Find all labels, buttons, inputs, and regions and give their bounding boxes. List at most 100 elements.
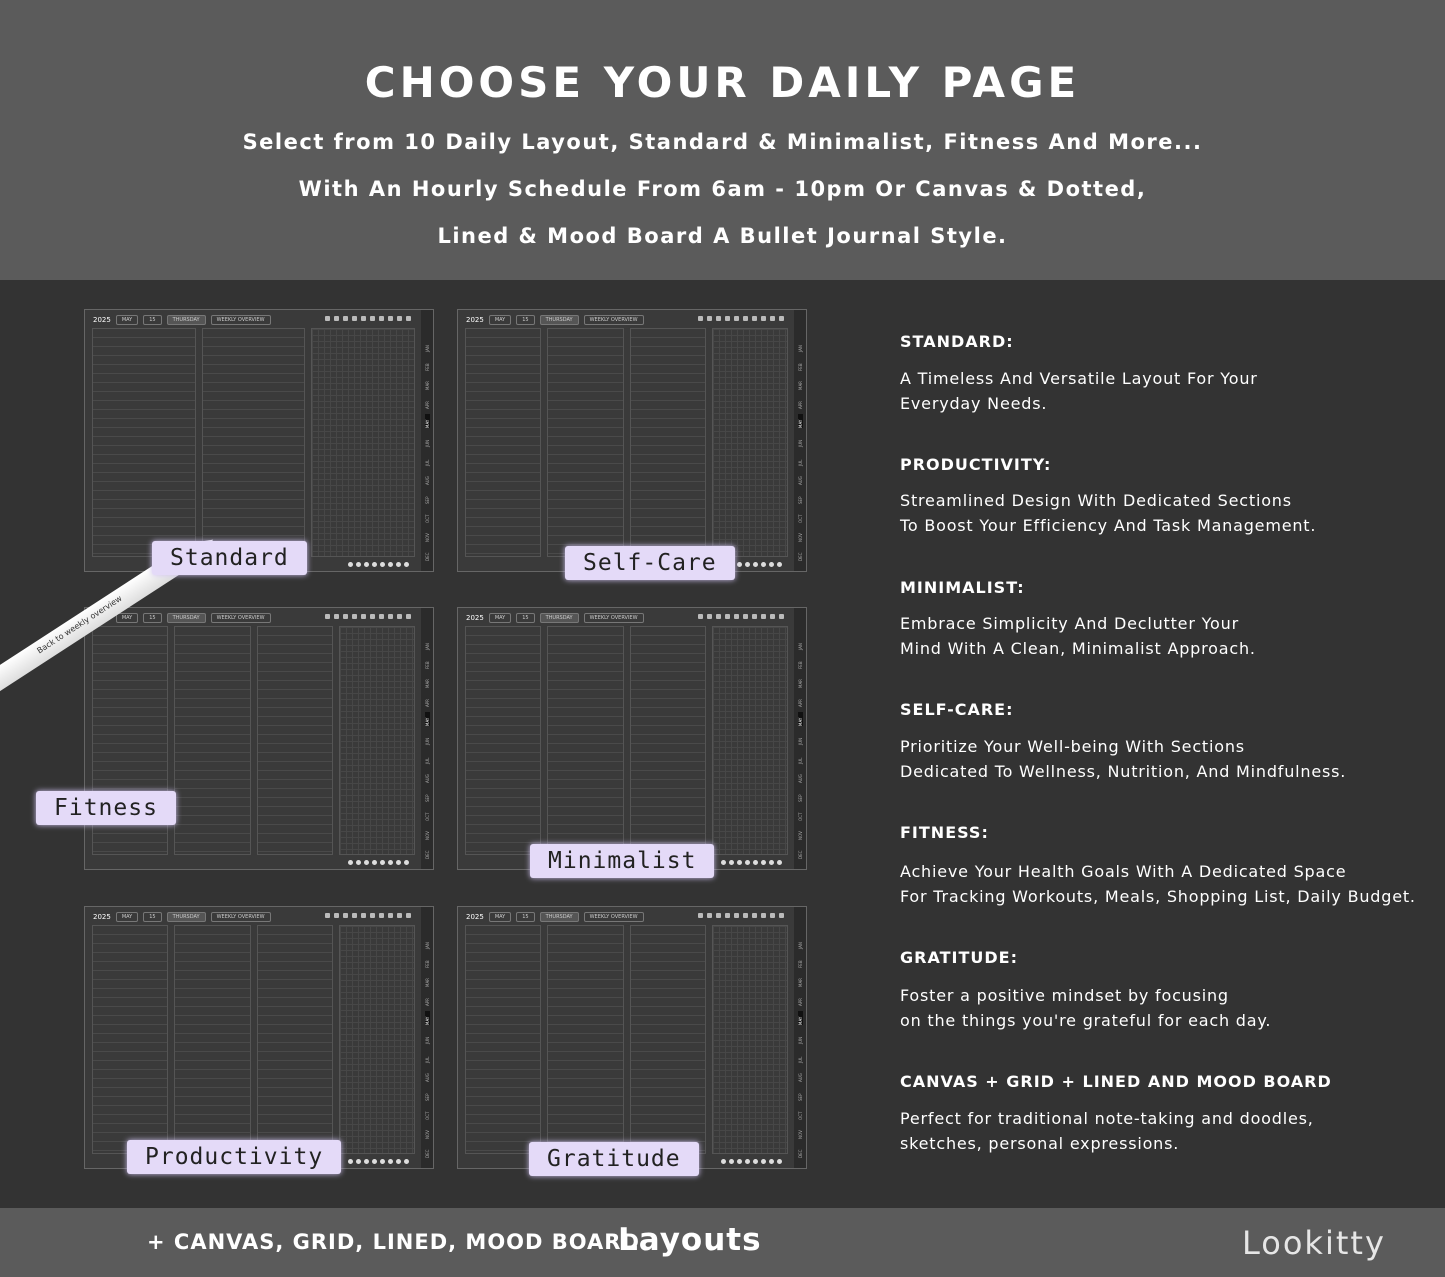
year: 2025	[466, 614, 484, 622]
month-tab: MAY	[797, 414, 803, 428]
month-tab: MAR	[797, 381, 803, 390]
layout-label: Gratitude	[529, 1142, 699, 1176]
page-dot	[769, 1159, 774, 1164]
preview-column	[711, 626, 788, 855]
month-tab: NOV	[797, 1130, 803, 1139]
section-title: STANDARD:	[900, 332, 1014, 351]
layout-preview-self-care: 2025 MAY 15 THURSDAY WEEKLY OVERVIEW JAN…	[457, 309, 807, 572]
page-dot	[737, 562, 742, 567]
month-tab: FEB	[424, 363, 430, 371]
preview-column	[256, 925, 333, 1154]
month-tab: DEC	[424, 1149, 430, 1158]
tracker-icon	[707, 913, 712, 918]
tracker-icons	[325, 913, 411, 918]
month-tab: DEC	[424, 552, 430, 561]
tracker-icon	[406, 316, 411, 321]
preview-body	[92, 925, 415, 1154]
tracker-icon	[716, 316, 721, 321]
preview-column	[465, 626, 542, 855]
tracker-icons	[325, 316, 411, 321]
tracker-icon	[725, 614, 730, 619]
subtitle-line-2: With An Hourly Schedule From 6am - 10pm …	[298, 177, 1147, 201]
page-dot	[753, 1159, 758, 1164]
month: MAY	[115, 613, 139, 623]
month-tab: SEP	[797, 496, 803, 504]
date: 15	[143, 315, 162, 325]
tracker-icon	[343, 913, 348, 918]
month-tab: JUN	[797, 737, 803, 745]
footer-extra-layouts: + CANVAS, GRID, LINED, MOOD BOARD	[147, 1230, 640, 1254]
page-dot	[364, 860, 369, 865]
section-desc: Perfect for traditional note-taking and …	[900, 1109, 1314, 1153]
page-dot	[737, 860, 742, 865]
layout-preview-minimalist: 2025 MAY 15 THURSDAY WEEKLY OVERVIEW JAN…	[457, 607, 807, 870]
month-tab: SEP	[424, 1093, 430, 1101]
month-tab: APR	[797, 998, 803, 1006]
month-tab: APR	[424, 998, 430, 1006]
tracker-icon	[388, 614, 393, 619]
tracker-icon	[707, 614, 712, 619]
page-dot	[777, 562, 782, 567]
page-dots	[348, 1159, 409, 1164]
page-dot	[372, 1159, 377, 1164]
tracker-icon	[388, 316, 393, 321]
page-dot	[356, 1159, 361, 1164]
month-tab: AUG	[797, 476, 803, 485]
tracker-icons	[325, 614, 411, 619]
tracker-icon	[770, 614, 775, 619]
month-tab: JUL	[797, 1056, 803, 1063]
month-tab: JUL	[424, 1056, 430, 1063]
section-title: GRATITUDE:	[900, 948, 1018, 967]
tracker-icon	[743, 614, 748, 619]
tracker-icon	[370, 316, 375, 321]
page-dot	[364, 1159, 369, 1164]
weekday: THURSDAY	[166, 613, 206, 623]
preview-top-bar: 2025 MAY 15 THURSDAY WEEKLY OVERVIEW	[466, 315, 644, 325]
tracker-icon	[352, 316, 357, 321]
page-dot	[388, 562, 393, 567]
weekday: THURSDAY	[166, 315, 206, 325]
section-desc: Prioritize Your Well-being With Sections…	[900, 737, 1347, 781]
month-tab: JUN	[424, 1036, 430, 1044]
subtitle-line-3: Lined & Mood Board A Bullet Journal Styl…	[437, 224, 1008, 248]
date: 15	[143, 912, 162, 922]
month-tab: JUL	[424, 459, 430, 466]
month-tab: JUN	[797, 439, 803, 447]
tracker-icon	[361, 913, 366, 918]
tracker-icon	[352, 614, 357, 619]
date: 15	[143, 613, 162, 623]
tracker-icon	[707, 316, 712, 321]
tracker-icon	[379, 316, 384, 321]
preview-column	[547, 925, 624, 1154]
tracker-icon	[361, 614, 366, 619]
month-tab: SEP	[797, 1093, 803, 1101]
tracker-icon	[734, 316, 739, 321]
preview-top-bar: 2025 MAY 15 THURSDAY WEEKLY OVERVIEW	[93, 912, 271, 922]
month-tab: MAY	[797, 712, 803, 726]
month-tab: JAN	[797, 643, 803, 650]
tracker-icon	[761, 614, 766, 619]
preview-top-bar: 2025 MAY 15 THURSDAY WEEKLY OVERVIEW	[93, 315, 271, 325]
month-tab: JUN	[424, 737, 430, 745]
month-tab: MAY	[424, 1011, 430, 1025]
tracker-icon	[770, 913, 775, 918]
section-title: MINIMALIST:	[900, 578, 1025, 597]
page-dot	[777, 1159, 782, 1164]
month-tab: JAN	[424, 345, 430, 352]
tracker-icon	[743, 913, 748, 918]
preview-column	[92, 328, 196, 557]
month-sidebar: JAN FEB MAR APR MAY JUN JUL AUG SEP OCT NOV DEC	[421, 608, 433, 869]
preview-column	[311, 328, 416, 557]
year: 2025	[466, 913, 484, 921]
page-dot	[721, 1159, 726, 1164]
month-tab: AUG	[424, 476, 430, 485]
page-dot	[737, 1159, 742, 1164]
month-tab: JUL	[797, 757, 803, 764]
month: MAY	[115, 315, 139, 325]
month-tab: MAR	[424, 679, 430, 688]
year: 2025	[93, 316, 111, 324]
page-dot	[364, 562, 369, 567]
page-dot	[729, 1159, 734, 1164]
page-dot	[348, 860, 353, 865]
tracker-icon	[334, 614, 339, 619]
